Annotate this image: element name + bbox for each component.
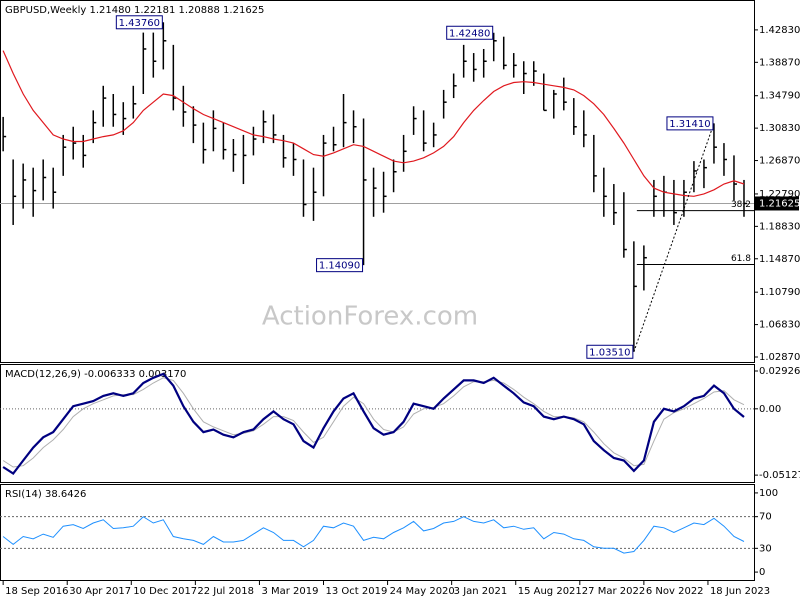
current-price-label: 1.21625 xyxy=(759,198,800,209)
x-tick-label: 10 Dec 2017 xyxy=(133,586,197,597)
fib-label: 61.8 xyxy=(731,254,751,264)
x-tick-label: 18 Jun 2023 xyxy=(710,586,770,597)
y-tick-label: 70 xyxy=(759,512,772,523)
main-panel xyxy=(0,0,755,363)
x-tick-label: 18 Sep 2016 xyxy=(5,586,68,597)
x-tick-label: 27 Mar 2022 xyxy=(582,586,645,597)
annotation-label: 1.42480 xyxy=(449,28,490,39)
watermark: ActionForex.com xyxy=(262,302,478,332)
panel-title: MACD(12,26,9) -0.006333 0.003170 xyxy=(5,369,186,380)
y-tick-label: 1.38870 xyxy=(759,57,800,68)
y-tick-label: 1.30830 xyxy=(759,123,800,134)
fib-label: 38.2 xyxy=(731,200,751,210)
x-tick-label: 13 Oct 2019 xyxy=(326,586,388,597)
y-tick-label: 1.34790 xyxy=(759,91,800,102)
annotation-box xyxy=(115,15,163,30)
y-tick-label: 1.26870 xyxy=(759,156,800,167)
y-tick-label: 1.14870 xyxy=(759,254,800,265)
y-tick-label: 1.42830 xyxy=(759,25,800,36)
rsi-line xyxy=(2,516,745,554)
fib-trend xyxy=(633,123,715,352)
y-tick-label: 1.02870 xyxy=(759,352,800,363)
y-tick-label: 100 xyxy=(759,488,778,499)
rsi-panel xyxy=(0,484,755,581)
x-tick-label: 3 Mar 2019 xyxy=(261,586,318,597)
y-tick-label: 0 xyxy=(759,567,765,578)
y-tick-label: 1.18830 xyxy=(759,221,800,232)
x-tick-label: 30 Apr 2017 xyxy=(69,586,131,597)
annotation-label: 1.31410 xyxy=(669,119,710,130)
macd-line xyxy=(2,372,745,475)
y-tick-label: 30 xyxy=(759,543,772,554)
x-tick-label: 22 Jul 2018 xyxy=(197,586,254,597)
annotation-box xyxy=(586,344,634,359)
x-tick-label: 24 May 2020 xyxy=(390,586,455,597)
y-tick-label: 1.22790 xyxy=(759,189,800,200)
panel-title: GBPUSD,Weekly 1.21480 1.22181 1.20888 1.… xyxy=(5,5,264,16)
y-tick-label: -0.051279 xyxy=(759,470,800,481)
y-tick-label: 0.029261 xyxy=(759,366,800,377)
y-tick-label: 1.10790 xyxy=(759,287,800,298)
x-tick-label: 15 Aug 2021 xyxy=(518,586,582,597)
y-tick-label: 1.06830 xyxy=(759,320,800,331)
y-tick-label: 0.00 xyxy=(759,404,781,415)
annotation-box xyxy=(316,258,364,273)
annotation-label: 1.43760 xyxy=(119,18,160,29)
moving-average xyxy=(2,50,745,197)
annotation-label: 1.14090 xyxy=(319,261,360,272)
x-tick-label: 3 Jan 2021 xyxy=(454,586,508,597)
panel-title: RSI(14) 38.6426 xyxy=(5,489,86,500)
x-tick-label: 6 Nov 2022 xyxy=(646,586,704,597)
annotation-label: 1.03510 xyxy=(589,347,630,358)
annotation-box xyxy=(666,116,714,131)
current-price-box xyxy=(755,196,799,211)
annotation-box xyxy=(446,25,494,40)
